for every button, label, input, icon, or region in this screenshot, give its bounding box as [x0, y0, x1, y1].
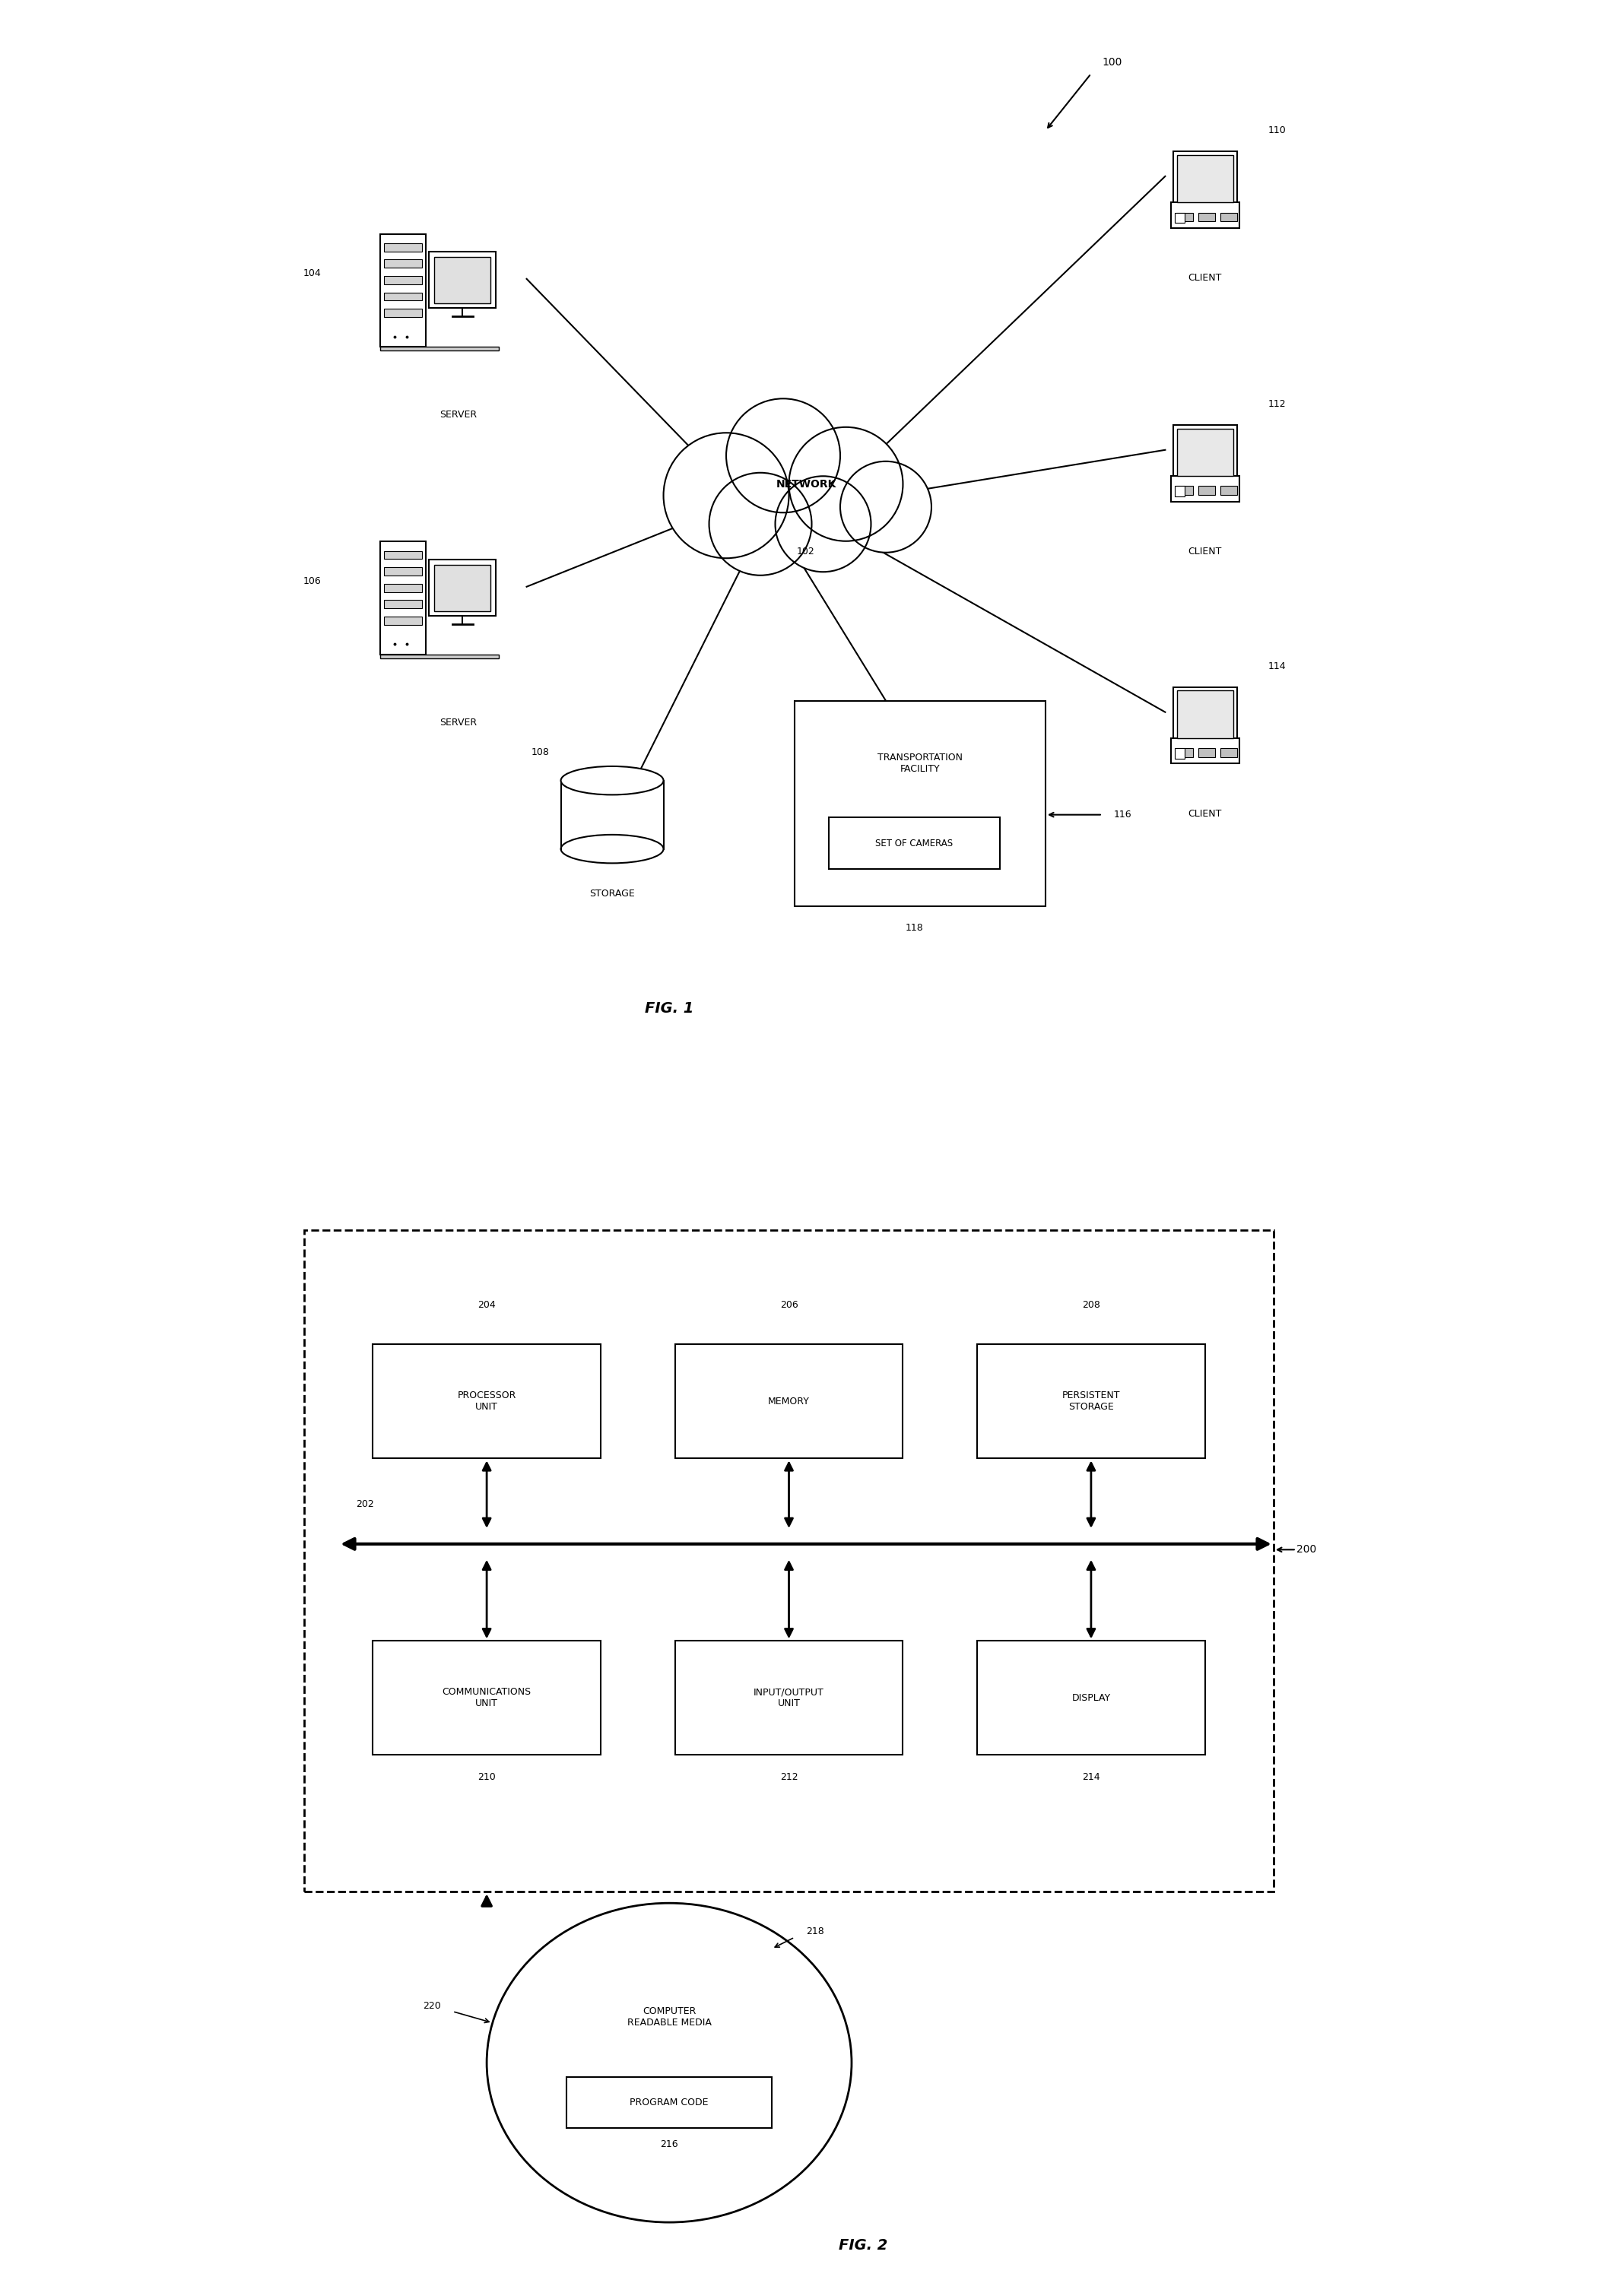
Text: FIG. 2: FIG. 2 [838, 2239, 888, 2252]
Text: 216: 216 [661, 2140, 679, 2149]
Bar [384, 292, 422, 301]
Circle shape [664, 434, 788, 558]
Bar [1170, 737, 1240, 765]
Text: CLIENT: CLIENT [1188, 546, 1222, 556]
Bar [977, 1642, 1206, 1754]
Text: 202: 202 [356, 1499, 374, 1508]
Bar [380, 234, 426, 347]
Bar [1175, 214, 1185, 223]
Circle shape [775, 475, 870, 572]
Bar [429, 560, 496, 615]
Text: TRANSPORTATION
FACILITY: TRANSPORTATION FACILITY [877, 753, 962, 774]
Circle shape [840, 461, 932, 553]
Circle shape [725, 400, 840, 512]
Text: 210: 210 [477, 1773, 496, 1782]
Text: MEMORY: MEMORY [767, 1396, 809, 1407]
Bar [675, 1642, 903, 1754]
Bar [561, 781, 664, 850]
Bar [434, 257, 490, 303]
Bar [372, 1642, 601, 1754]
Text: 114: 114 [1267, 661, 1286, 670]
Bar [384, 551, 422, 560]
Text: 214: 214 [1082, 1773, 1099, 1782]
Bar [1220, 214, 1236, 220]
Text: 106: 106 [303, 576, 321, 585]
Ellipse shape [561, 767, 664, 794]
Bar [1177, 487, 1193, 496]
Text: 204: 204 [477, 1300, 496, 1311]
Bar [1170, 475, 1240, 501]
Bar [429, 253, 496, 308]
Bar [1198, 214, 1215, 220]
Circle shape [788, 427, 903, 542]
Text: 220: 220 [422, 2000, 442, 2011]
Bar [384, 259, 422, 269]
Text: 100: 100 [1103, 57, 1122, 69]
Bar [675, 1345, 903, 1458]
Text: PERSISTENT
STORAGE: PERSISTENT STORAGE [1062, 1391, 1120, 1412]
Circle shape [709, 473, 812, 576]
Bar [434, 565, 490, 611]
Bar [384, 618, 422, 625]
Text: 212: 212 [780, 1773, 798, 1782]
Text: FIG. 1: FIG. 1 [645, 1001, 693, 1015]
Text: 102: 102 [796, 546, 816, 556]
Text: SERVER: SERVER [440, 411, 477, 420]
Text: STORAGE: STORAGE [590, 889, 635, 898]
Bar [1220, 748, 1236, 758]
Ellipse shape [561, 836, 664, 863]
Bar [1177, 748, 1193, 758]
Bar [1177, 214, 1193, 220]
Bar [795, 700, 1046, 907]
Text: SET OF CAMERAS: SET OF CAMERAS [875, 838, 953, 847]
Bar [1198, 748, 1215, 758]
Bar [1174, 687, 1236, 742]
Bar [1174, 152, 1236, 207]
Bar [384, 583, 422, 592]
Bar [372, 1345, 601, 1458]
Text: PROCESSOR
UNIT: PROCESSOR UNIT [458, 1391, 516, 1412]
Text: NETWORK: NETWORK [775, 480, 837, 489]
Bar [977, 1345, 1206, 1458]
FancyBboxPatch shape [305, 1231, 1273, 1892]
Bar [384, 308, 422, 317]
Text: 110: 110 [1267, 126, 1286, 135]
Bar [1175, 487, 1185, 496]
Bar [1170, 202, 1240, 227]
Text: PROGRAM CODE: PROGRAM CODE [630, 2099, 709, 2108]
Text: 104: 104 [303, 269, 321, 278]
Text: INPUT/OUTPUT
UNIT: INPUT/OUTPUT UNIT [754, 1688, 824, 1708]
Text: 108: 108 [532, 746, 550, 758]
Text: COMMUNICATIONS
UNIT: COMMUNICATIONS UNIT [442, 1688, 532, 1708]
Bar [380, 347, 498, 351]
Text: COMPUTER
READABLE MEDIA: COMPUTER READABLE MEDIA [627, 2007, 711, 2027]
Text: 200: 200 [1296, 1545, 1317, 1554]
Bar [1174, 425, 1236, 480]
Bar [380, 654, 498, 659]
Bar [1175, 748, 1185, 758]
Text: 118: 118 [906, 923, 924, 932]
Bar [1198, 487, 1215, 496]
Text: 116: 116 [1114, 810, 1132, 820]
Bar [566, 2078, 772, 2128]
Text: CLIENT: CLIENT [1188, 273, 1222, 282]
Bar [384, 276, 422, 285]
Bar [384, 243, 422, 250]
Bar [829, 817, 999, 868]
Text: 206: 206 [780, 1300, 798, 1311]
Text: CLIENT: CLIENT [1188, 808, 1222, 820]
Text: 112: 112 [1267, 400, 1286, 409]
Text: 208: 208 [1082, 1300, 1099, 1311]
Bar [384, 599, 422, 608]
Bar [1220, 487, 1236, 496]
Text: SERVER: SERVER [440, 719, 477, 728]
Bar [1177, 154, 1233, 202]
Bar [384, 567, 422, 576]
Ellipse shape [487, 1903, 851, 2223]
Bar [1177, 429, 1233, 475]
Text: DISPLAY: DISPLAY [1072, 1692, 1111, 1704]
Bar [380, 542, 426, 654]
Text: 218: 218 [806, 1926, 824, 1936]
Bar [1177, 691, 1233, 737]
